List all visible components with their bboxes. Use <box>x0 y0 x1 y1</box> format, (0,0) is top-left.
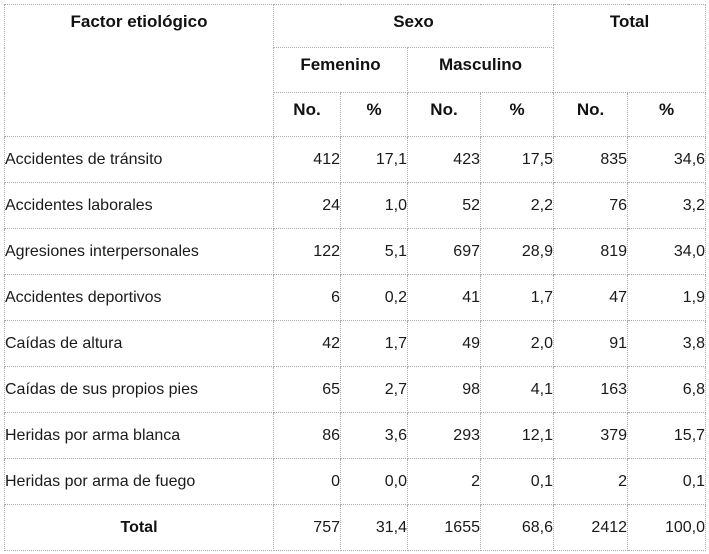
value-cell: 423 <box>407 136 481 183</box>
factor-cell: Agresiones interpersonales <box>4 228 274 275</box>
factor-cell: Heridas por arma de fuego <box>4 458 274 505</box>
value-cell: 34,6 <box>627 136 707 183</box>
value-cell: 2,0 <box>479 320 555 367</box>
value-cell: 412 <box>273 136 341 183</box>
value-cell: 76 <box>553 182 629 229</box>
factor-cell: Caídas de altura <box>4 320 274 367</box>
value-cell: 28,9 <box>479 228 555 275</box>
value-cell: 0,1 <box>479 458 555 505</box>
value-cell: 65 <box>273 366 341 413</box>
header-pct-femenino: % <box>340 92 408 137</box>
value-cell: 3,6 <box>340 412 408 459</box>
value-cell: 98 <box>407 366 481 413</box>
header-sexo: Sexo <box>272 4 555 48</box>
header-factor: Factor etiológico <box>4 4 274 137</box>
total-label-cell: Total <box>4 504 274 551</box>
value-cell: 47 <box>553 274 629 321</box>
table-row: Accidentes laborales 24 1,0 52 2,2 76 3,… <box>4 182 707 229</box>
table-row: Caídas de altura 42 1,7 49 2,0 91 3,8 <box>4 320 707 367</box>
value-cell: 100,0 <box>627 504 707 551</box>
value-cell: 379 <box>553 412 629 459</box>
etiologic-factors-table: Factor etiológico Sexo Total Femenino Ma… <box>4 4 707 551</box>
value-cell: 42 <box>273 320 341 367</box>
table-row: Heridas por arma blanca 86 3,6 293 12,1 … <box>4 412 707 459</box>
value-cell: 52 <box>407 182 481 229</box>
value-cell: 0,0 <box>340 458 408 505</box>
value-cell: 2,2 <box>479 182 555 229</box>
value-cell: 835 <box>553 136 629 183</box>
table-row: Heridas por arma de fuego 0 0,0 2 0,1 2 … <box>4 458 707 505</box>
header-row-sex: Femenino Masculino <box>5 47 706 93</box>
value-cell: 24 <box>273 182 341 229</box>
header-masculino: Masculino <box>406 47 555 93</box>
header-row-groups: Factor etiológico Sexo Total <box>4 4 707 137</box>
value-cell: 2 <box>407 458 481 505</box>
value-cell: 6,8 <box>627 366 707 413</box>
value-cell: 2412 <box>553 504 629 551</box>
value-cell: 1,9 <box>627 274 707 321</box>
value-cell: 697 <box>407 228 481 275</box>
value-cell: 122 <box>273 228 341 275</box>
value-cell: 1,0 <box>340 182 408 229</box>
value-cell: 0,2 <box>340 274 408 321</box>
value-cell: 5,1 <box>340 228 408 275</box>
value-cell: 15,7 <box>627 412 707 459</box>
value-cell: 3,8 <box>627 320 707 367</box>
table-row: Agresiones interpersonales 122 5,1 697 2… <box>4 228 707 275</box>
value-cell: 41 <box>407 274 481 321</box>
value-cell: 819 <box>553 228 629 275</box>
header-no-total: No. <box>553 92 629 137</box>
header-total: Total <box>553 4 707 93</box>
factor-cell: Accidentes de tránsito <box>4 136 274 183</box>
value-cell: 2 <box>553 458 629 505</box>
table-row: Accidentes de tránsito 412 17,1 423 17,5… <box>4 136 707 183</box>
header-row-measures: No. % No. % No. % <box>5 92 707 137</box>
value-cell: 163 <box>553 366 629 413</box>
value-cell: 49 <box>407 320 481 367</box>
factor-cell: Caídas de sus propios pies <box>4 366 274 413</box>
value-cell: 1655 <box>407 504 481 551</box>
value-cell: 17,1 <box>340 136 408 183</box>
header-femenino: Femenino <box>273 47 408 93</box>
value-cell: 757 <box>273 504 341 551</box>
value-cell: 91 <box>553 320 629 367</box>
factor-cell: Heridas por arma blanca <box>4 412 274 459</box>
header-no-femenino: No. <box>273 92 341 137</box>
header-no-masculino: No. <box>407 92 481 137</box>
table-row: Accidentes deportivos 6 0,2 41 1,7 47 1,… <box>4 274 707 321</box>
value-cell: 1,7 <box>479 274 555 321</box>
value-cell: 0 <box>273 458 341 505</box>
value-cell: 6 <box>273 274 341 321</box>
header-pct-total: % <box>627 92 707 137</box>
table-row: Caídas de sus propios pies 65 2,7 98 4,1… <box>4 366 707 413</box>
value-cell: 34,0 <box>627 228 707 275</box>
value-cell: 0,1 <box>627 458 707 505</box>
value-cell: 2,7 <box>340 366 408 413</box>
value-cell: 86 <box>273 412 341 459</box>
total-row: Total 757 31,4 1655 68,6 2412 100,0 <box>4 504 707 551</box>
value-cell: 1,7 <box>340 320 408 367</box>
value-cell: 17,5 <box>479 136 555 183</box>
value-cell: 3,2 <box>627 182 707 229</box>
value-cell: 68,6 <box>479 504 555 551</box>
value-cell: 12,1 <box>479 412 555 459</box>
factor-cell: Accidentes laborales <box>4 182 274 229</box>
value-cell: 4,1 <box>479 366 555 413</box>
value-cell: 293 <box>407 412 481 459</box>
value-cell: 31,4 <box>340 504 408 551</box>
factor-cell: Accidentes deportivos <box>4 274 274 321</box>
header-pct-masculino: % <box>479 92 555 137</box>
